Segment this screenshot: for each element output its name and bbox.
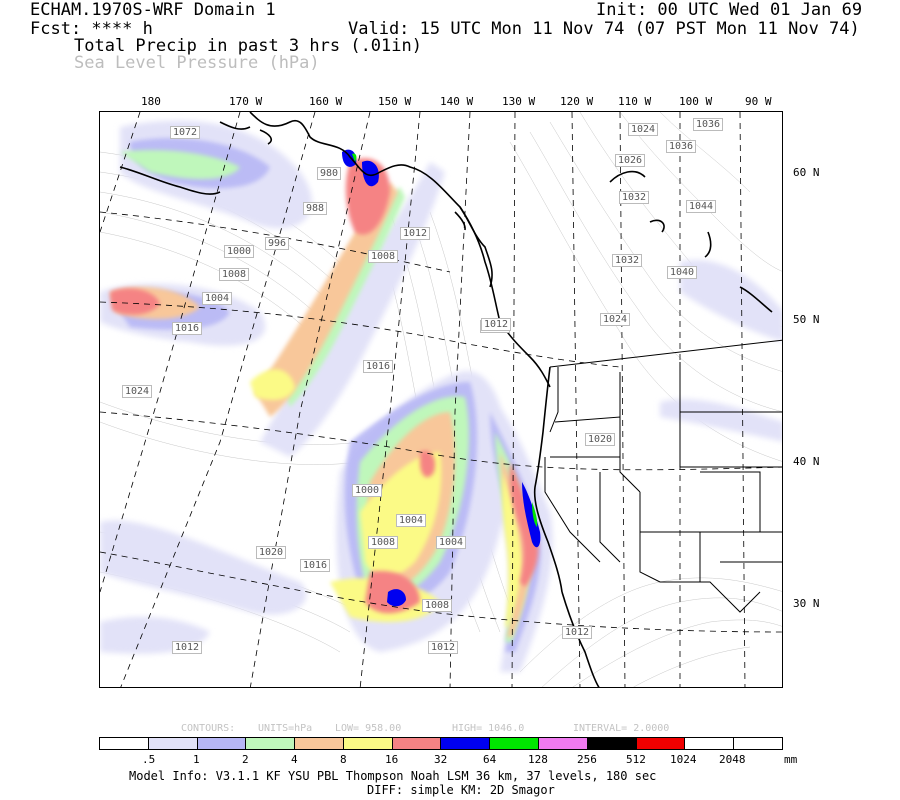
coastlines bbox=[119, 112, 773, 687]
legend-swatch bbox=[587, 738, 637, 749]
isobar-label: 1072 bbox=[170, 126, 201, 139]
legend-label: 2048 bbox=[719, 753, 746, 766]
legend-swatch bbox=[734, 738, 782, 749]
lat-label: 60 N bbox=[793, 166, 820, 179]
contours-low: LOW= 958.00 bbox=[335, 723, 402, 734]
precip-shading bbox=[100, 120, 782, 672]
diffusion-info: DIFF: simple KM: 2D Smagor bbox=[367, 783, 555, 797]
lat-label: 40 N bbox=[793, 455, 820, 468]
lon-label: 180 bbox=[141, 95, 161, 108]
isobar-label: 1024 bbox=[628, 123, 659, 136]
contours-high: HIGH= 1046.0 bbox=[452, 723, 525, 734]
legend-label: 32 bbox=[434, 753, 448, 766]
legend-swatch bbox=[343, 738, 393, 749]
isobar-label: 1032 bbox=[612, 254, 643, 267]
legend-swatch bbox=[636, 738, 686, 749]
isobar-label: 1044 bbox=[686, 200, 717, 213]
isobar-label: 1008 bbox=[368, 250, 399, 263]
isobar-label: 988 bbox=[303, 202, 328, 215]
isobar-label: 1012 bbox=[562, 626, 593, 639]
legend-swatch bbox=[148, 738, 198, 749]
precip-map: 1072 1036 1024 1026 1036 1032 1044 1032 … bbox=[99, 111, 783, 688]
isobar-label: 1000 bbox=[352, 484, 383, 497]
isobar-label: 1012 bbox=[481, 318, 512, 331]
contours-units: UNITS=hPa bbox=[258, 723, 313, 734]
legend-label: 1024 bbox=[670, 753, 697, 766]
isobar-label: 1036 bbox=[693, 118, 724, 131]
field-slp-title: Sea Level Pressure (hPa) bbox=[74, 53, 320, 73]
isobar-label: 1004 bbox=[202, 292, 233, 305]
isobar-label: 1026 bbox=[615, 154, 646, 167]
isobar-label: 1020 bbox=[585, 433, 616, 446]
legend-label: 16 bbox=[385, 753, 399, 766]
lon-label: 170 W bbox=[229, 95, 263, 108]
lon-label: 100 W bbox=[679, 95, 713, 108]
state-boundaries bbox=[544, 339, 782, 613]
legend-swatch bbox=[539, 738, 588, 749]
legend-swatch bbox=[441, 738, 491, 749]
isobar-label: 1016 bbox=[300, 559, 331, 572]
legend-label: 512 bbox=[626, 753, 646, 766]
isobar-label: 1024 bbox=[600, 313, 631, 326]
isobar-label: 1024 bbox=[122, 385, 153, 398]
isobar-label: 1008 bbox=[219, 268, 250, 281]
isobar-label: 1016 bbox=[172, 322, 203, 335]
legend-label: 4 bbox=[291, 753, 298, 766]
field-precip-title: Total Precip in past 3 hrs (.01in) bbox=[74, 36, 422, 56]
legend-swatch bbox=[685, 738, 735, 749]
legend-swatch bbox=[392, 738, 442, 749]
forecast-hour: Fcst: **** h bbox=[30, 19, 153, 39]
legend-label: 128 bbox=[528, 753, 548, 766]
legend-swatch bbox=[295, 738, 344, 749]
legend-swatch bbox=[197, 738, 247, 749]
contours-label: CONTOURS: bbox=[181, 723, 236, 734]
valid-time: Valid: 15 UTC Mon 11 Nov 74 (07 PST Mon … bbox=[348, 19, 860, 39]
isobar-label: 980 bbox=[317, 167, 342, 180]
lon-label: 140 W bbox=[440, 95, 474, 108]
legend-swatch bbox=[490, 738, 540, 749]
isobar-label: 1012 bbox=[400, 227, 431, 240]
lon-label: 130 W bbox=[502, 95, 536, 108]
legend-label: 2 bbox=[242, 753, 249, 766]
isobar-label: 1012 bbox=[172, 641, 203, 654]
legend-colorbar bbox=[99, 737, 783, 750]
lon-label: 110 W bbox=[618, 95, 652, 108]
contours-interval: INTERVAL= 2.0000 bbox=[573, 723, 670, 734]
isobar-label: 1032 bbox=[619, 191, 650, 204]
isobar-label: 1012 bbox=[428, 641, 459, 654]
legend-swatch bbox=[246, 738, 296, 749]
isobar-label: 1004 bbox=[396, 514, 427, 527]
isobar-label: 996 bbox=[265, 237, 290, 250]
isobar-label: 1040 bbox=[667, 266, 698, 279]
graticule-lines bbox=[100, 112, 782, 687]
isobar-label: 1004 bbox=[436, 536, 467, 549]
model-info: Model Info: V3.1.1 KF YSU PBL Thompson N… bbox=[129, 769, 657, 783]
legend-label: .5 bbox=[142, 753, 156, 766]
isobar-label: 1020 bbox=[256, 546, 287, 559]
legend-label: 256 bbox=[577, 753, 597, 766]
pressure-labels: 1072 1036 1024 1026 1036 1032 1044 1032 … bbox=[100, 112, 782, 687]
legend-swatch bbox=[100, 738, 149, 749]
model-title: ECHAM.1970S-WRF Domain 1 bbox=[30, 0, 276, 20]
lon-label: 160 W bbox=[309, 95, 343, 108]
isobar-label: 1008 bbox=[368, 536, 399, 549]
map-canvas bbox=[100, 112, 782, 687]
lon-label: 120 W bbox=[560, 95, 594, 108]
lat-label: 50 N bbox=[793, 313, 820, 326]
lon-label: 150 W bbox=[378, 95, 412, 108]
legend-label: 8 bbox=[340, 753, 347, 766]
isobar-label: 1000 bbox=[224, 245, 255, 258]
isobar-label: 1008 bbox=[422, 599, 453, 612]
lon-label: 90 W bbox=[745, 95, 772, 108]
lat-label: 30 N bbox=[793, 597, 820, 610]
init-time: Init: 00 UTC Wed 01 Jan 69 bbox=[596, 0, 863, 20]
isobar-label: 1036 bbox=[666, 140, 697, 153]
legend-unit: mm bbox=[784, 753, 798, 766]
isobar-label: 1016 bbox=[363, 360, 394, 373]
legend-label: 1 bbox=[193, 753, 200, 766]
legend-label: 64 bbox=[483, 753, 497, 766]
